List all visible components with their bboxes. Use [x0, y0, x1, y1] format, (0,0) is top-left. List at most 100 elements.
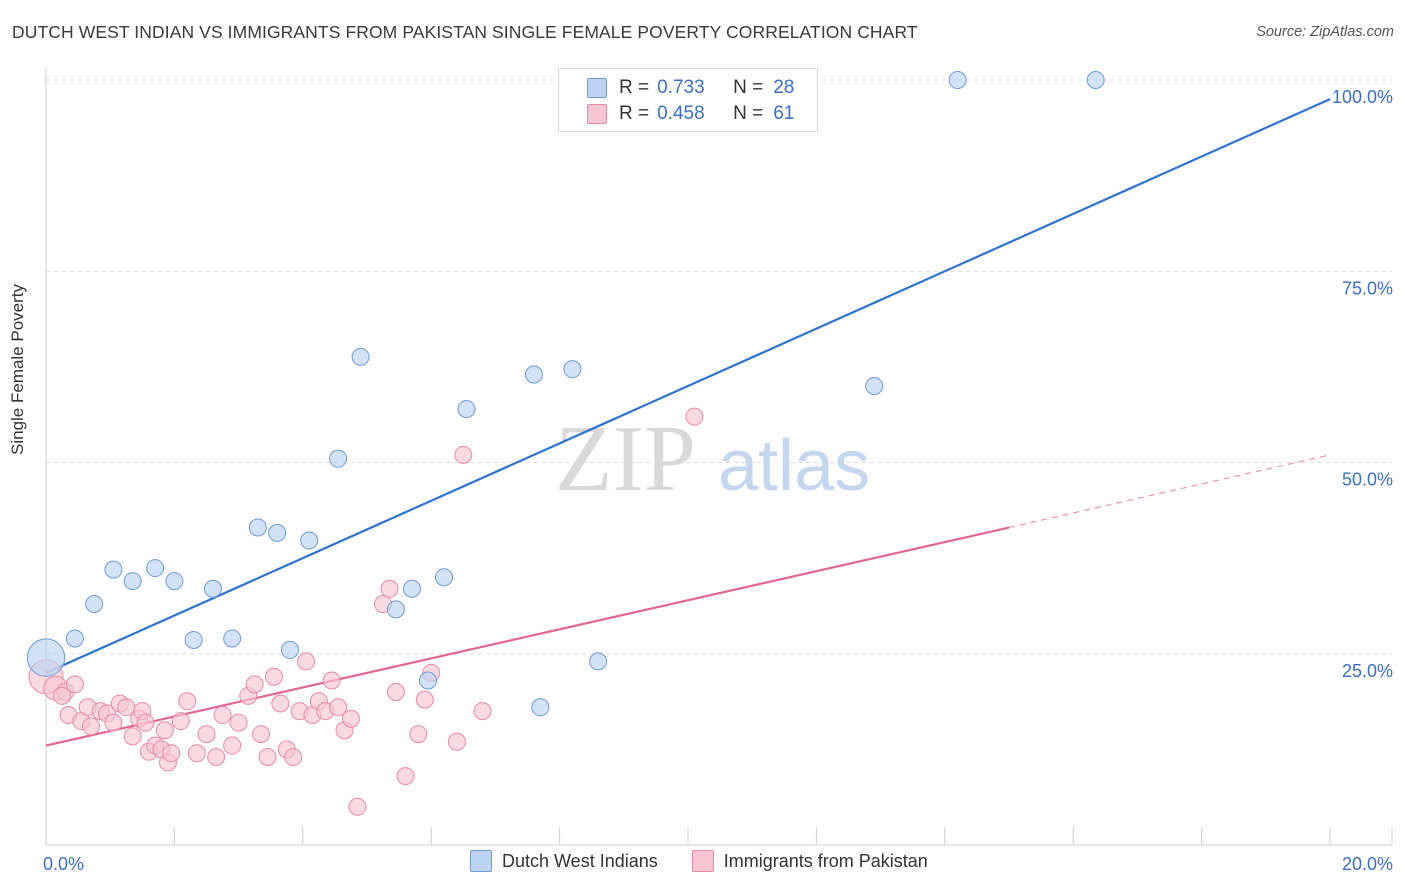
dutch-point	[531, 698, 550, 717]
dutch-point	[865, 377, 884, 395]
legend-r-label: R =	[619, 103, 650, 124]
pakistan-point	[258, 748, 277, 767]
pakistan-point	[473, 702, 492, 721]
watermark: ZIP atlas	[555, 407, 870, 511]
legend-n-value: 61	[773, 103, 795, 124]
source-label: Source: ZipAtlas.com	[1256, 24, 1394, 40]
dutch-point	[563, 360, 582, 379]
pakistan-point	[348, 797, 367, 816]
series-swatch-blue	[470, 850, 492, 872]
pakistan-point	[271, 694, 290, 713]
pakistan-point	[223, 736, 242, 755]
pakistan-point	[297, 652, 316, 671]
series-swatch-pink	[691, 850, 714, 872]
dutch-point	[280, 640, 299, 659]
pakistan-point	[207, 748, 226, 767]
dutch-point	[85, 595, 104, 614]
y-tick-label: 75.0%	[1342, 278, 1393, 298]
dutch-point	[948, 71, 967, 89]
dutch-point	[402, 579, 421, 598]
pakistan-point	[264, 667, 283, 686]
series-legend-item-dutch: Dutch West Indians	[470, 850, 658, 872]
pakistan-point	[155, 721, 174, 740]
dutch-point	[104, 560, 123, 579]
pakistan-point	[53, 686, 72, 705]
pakistan-point	[284, 748, 303, 767]
trend-line	[45, 526, 1010, 747]
dutch-point	[457, 399, 476, 418]
legend-swatch-blue	[587, 78, 607, 98]
chart-title: DUTCH WEST INDIAN VS IMMIGRANTS FROM PAK…	[12, 22, 918, 42]
legend-r-value: 0.733	[657, 77, 705, 98]
pakistan-point	[685, 407, 704, 426]
trend-line	[45, 98, 1331, 674]
pakistan-point	[136, 713, 155, 732]
pakistan-point	[396, 767, 415, 786]
pakistan-point	[415, 690, 434, 709]
dutch-point	[123, 572, 142, 591]
pakistan-point	[171, 712, 190, 731]
legend-r-label: R =	[619, 77, 650, 98]
dutch-point	[268, 523, 287, 542]
trend-lines	[45, 98, 1331, 747]
dutch-point	[589, 652, 608, 671]
data-points	[26, 71, 1105, 816]
legend-n-value: 28	[773, 77, 795, 98]
legend-swatch-pink	[587, 104, 607, 124]
dutch-point	[418, 671, 437, 690]
legend-n-label: N =	[733, 77, 764, 98]
dutch-point	[1086, 71, 1105, 89]
pakistan-point	[386, 683, 405, 701]
dutch-point	[146, 559, 165, 578]
legend-row-blue: R = 0.733 N = 28	[587, 75, 794, 101]
pakistan-point	[229, 713, 248, 732]
correlation-legend: R = 0.733 N = 28 R = 0.458 N = 61	[558, 68, 818, 132]
dutch-point	[435, 568, 454, 587]
y-tick-label: 50.0%	[1342, 470, 1393, 490]
pakistan-point	[213, 705, 232, 724]
watermark-zip: ZIP	[555, 407, 696, 511]
dutch-point	[386, 600, 405, 619]
legend-r-value: 0.458	[657, 103, 705, 124]
pakistan-point	[329, 698, 348, 717]
dutch-point	[300, 531, 319, 550]
pakistan-point	[123, 727, 142, 746]
legend-row-pink: R = 0.458 N = 61	[587, 101, 794, 127]
pakistan-point	[409, 725, 428, 744]
series-label: Dutch West Indians	[502, 850, 658, 871]
dutch-point	[351, 347, 370, 366]
series-legend-item-pakistan: Immigrants from Pakistan	[691, 850, 928, 872]
pakistan-point	[245, 675, 264, 694]
pakistan-point	[341, 709, 360, 728]
pakistan-point	[104, 713, 123, 732]
dutch-point	[329, 449, 348, 468]
pakistan-point	[197, 725, 216, 744]
watermark-atlas: atlas	[718, 426, 870, 506]
series-legend: Dutch West Indians Immigrants from Pakis…	[470, 850, 962, 872]
dutch-point	[65, 629, 84, 648]
tick-labels: 25.0% 50.0% 75.0% 100.0% 0.0% 20.0%	[43, 87, 1393, 874]
pakistan-point	[187, 744, 206, 763]
dutch-point	[223, 629, 242, 648]
pakistan-point	[322, 671, 341, 690]
dutch-point	[203, 579, 222, 598]
pakistan-point	[65, 675, 84, 694]
pakistan-point	[380, 579, 399, 598]
dutch-point	[248, 518, 267, 537]
dutch-point	[165, 572, 184, 591]
y-tick-label: 25.0%	[1342, 661, 1393, 681]
pakistan-point	[162, 744, 181, 763]
pakistan-point	[454, 445, 473, 464]
axes	[45, 68, 1393, 846]
pakistan-point	[81, 717, 100, 736]
legend-n-label: N =	[733, 103, 764, 124]
y-tick-label: 100.0%	[1332, 87, 1393, 107]
x-tick-label: 0.0%	[43, 854, 84, 874]
series-label: Immigrants from Pakistan	[723, 850, 928, 871]
pakistan-point	[252, 725, 271, 744]
x-tick-label: 20.0%	[1342, 854, 1393, 874]
dutch-point	[26, 638, 66, 677]
grid-lines	[46, 79, 1392, 655]
trend-line-extension	[1008, 454, 1331, 529]
